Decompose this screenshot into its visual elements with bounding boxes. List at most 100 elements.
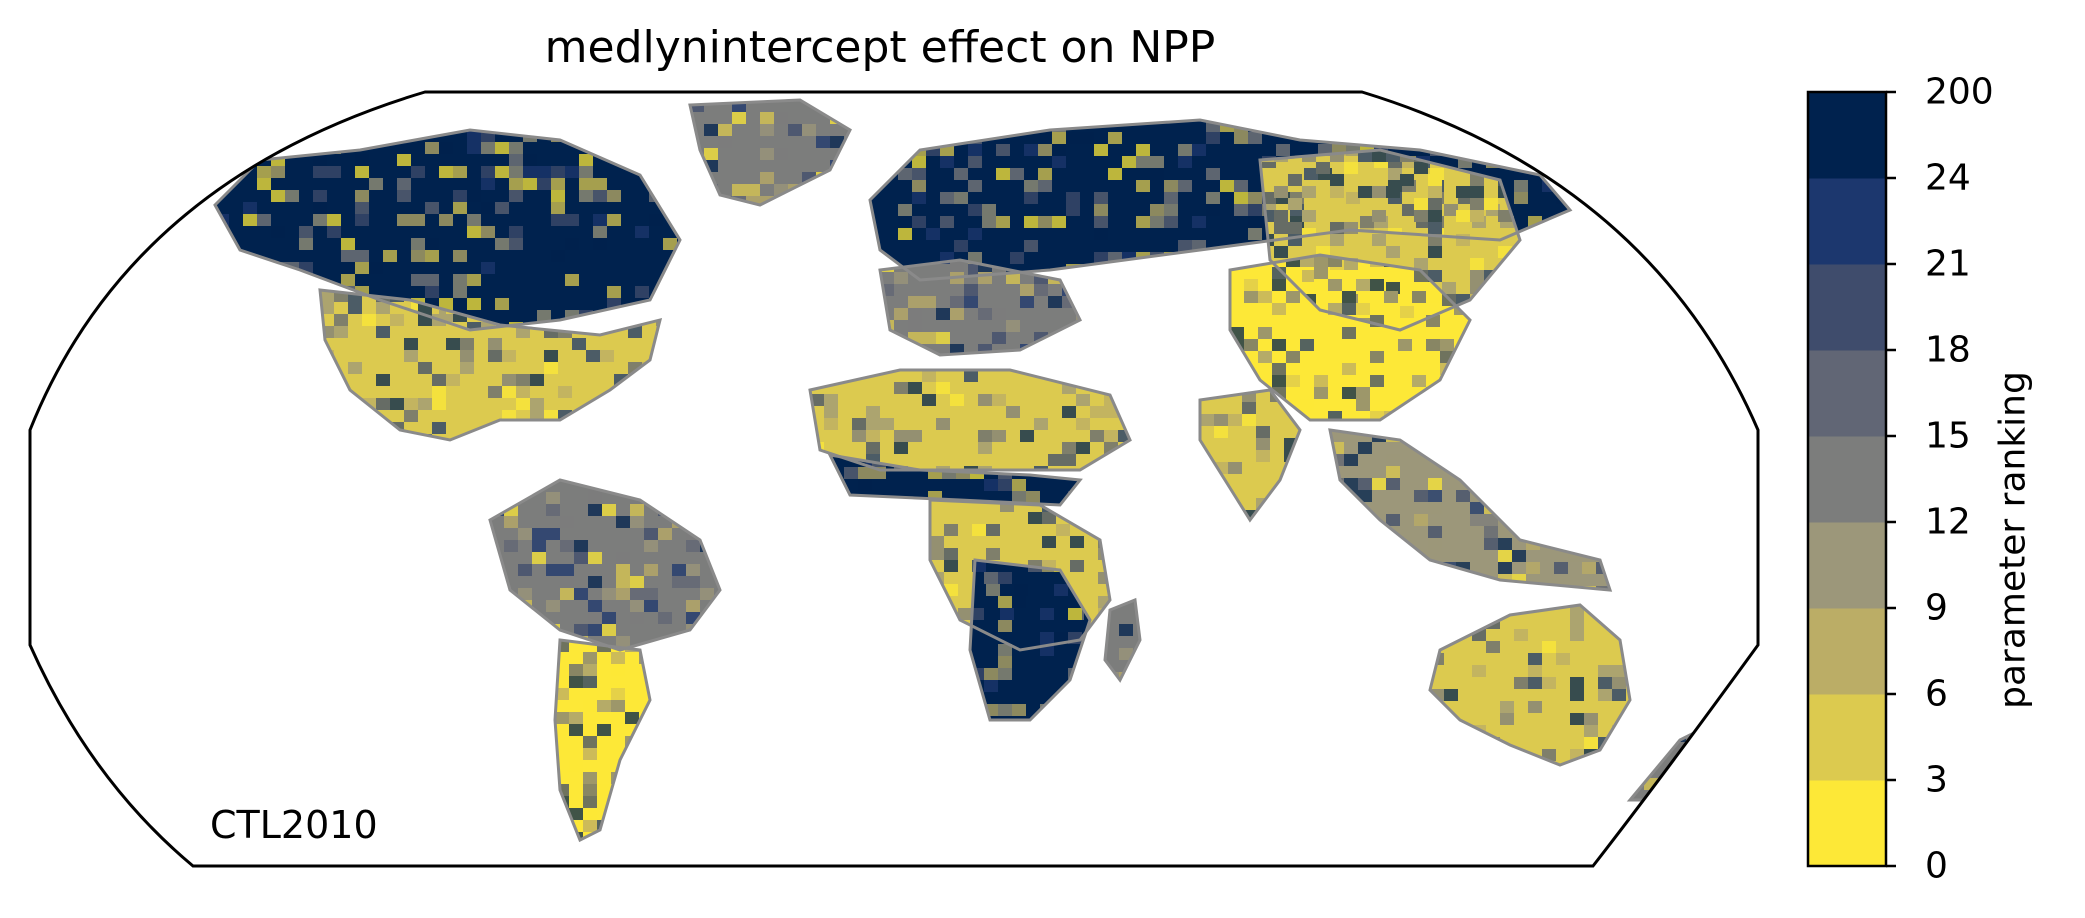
- grid-cell: [546, 600, 560, 612]
- globe-outline: [28, 90, 1760, 868]
- grid-cell: [1486, 641, 1500, 653]
- grid-cell: [1542, 276, 1556, 280]
- grid-cell: [1386, 186, 1400, 198]
- grid-cell: [1304, 168, 1318, 180]
- grid-cell: [998, 479, 1012, 491]
- grid-cell: [1484, 198, 1498, 210]
- grid-cell: [1026, 491, 1040, 503]
- grid-cell: [1288, 198, 1302, 210]
- grid-cell: [852, 418, 866, 430]
- grid-cell: [1360, 204, 1374, 216]
- grid-cell: [644, 564, 658, 576]
- grid-cell: [844, 172, 850, 184]
- grid-cell: [998, 620, 1012, 632]
- grid-cell: [1470, 442, 1484, 454]
- grid-cell: [1554, 586, 1568, 590]
- grid-cell: [1178, 156, 1192, 168]
- grid-cell: [922, 394, 936, 406]
- grid-cell: [625, 784, 639, 796]
- grid-cell: [1192, 252, 1206, 264]
- grid-cell: [1612, 677, 1626, 689]
- grid-cell: [583, 748, 597, 760]
- grid-cell: [588, 612, 602, 624]
- grid-cell: [1344, 162, 1358, 174]
- grid-cell: [1020, 442, 1034, 454]
- grid-cell: [1094, 228, 1108, 240]
- grid-cell: [950, 394, 964, 406]
- grid-cell: [986, 548, 1000, 560]
- colorbar-tick-label: 0: [1925, 845, 1948, 887]
- grid-cell: [982, 216, 996, 228]
- grid-cell: [635, 154, 649, 166]
- grid-cell: [1006, 466, 1020, 470]
- grid-cell: [1244, 279, 1258, 291]
- grid-cell: [600, 350, 614, 362]
- grid-cell: [504, 648, 518, 650]
- grid-cell: [1358, 162, 1372, 174]
- grid-cell: [1040, 632, 1054, 644]
- grid-cell: [320, 386, 334, 398]
- grid-cell: [1456, 586, 1470, 590]
- grid-cell: [1038, 144, 1052, 156]
- grid-cell: [1582, 430, 1596, 442]
- grid-cell: [944, 548, 958, 560]
- grid-cell: [1330, 174, 1344, 186]
- grid-cell: [425, 142, 439, 154]
- grid-cell: [1270, 450, 1284, 462]
- grid-cell: [1302, 270, 1316, 282]
- grid-cell: [516, 422, 530, 434]
- grid-cell: [908, 406, 922, 418]
- grid-cell: [602, 504, 616, 516]
- grid-cell: [1330, 186, 1344, 198]
- grid-cell: [411, 274, 425, 286]
- grid-cell: [1372, 478, 1386, 490]
- grid-cell: [1314, 255, 1328, 267]
- grid-cell: [271, 226, 285, 238]
- grid-cell: [588, 492, 602, 504]
- grid-cell: [1192, 216, 1206, 228]
- grid-cell: [1012, 491, 1026, 503]
- grid-cell: [663, 298, 677, 310]
- coastline-canada-alaska: [213, 128, 682, 332]
- grid-cell: [1514, 180, 1528, 192]
- grid-cell: [898, 228, 912, 240]
- grid-cell: [1426, 291, 1440, 303]
- grid-cell: [320, 362, 334, 374]
- grid-cell: [299, 226, 313, 238]
- grid-cell: [950, 260, 964, 272]
- grid-cell: [1542, 677, 1556, 689]
- grid-cell: [1386, 574, 1400, 586]
- grid-cell: [544, 362, 558, 374]
- grid-cell: [334, 326, 348, 338]
- grid-cell: [1214, 426, 1228, 438]
- grid-cell: [978, 442, 992, 454]
- grid-cell: [1540, 586, 1554, 590]
- grid-cell: [1540, 466, 1554, 478]
- grid-cell: [411, 214, 425, 226]
- coastline-greenland: [688, 98, 852, 207]
- grid-cell: [467, 214, 481, 226]
- grid-cell: [1542, 228, 1556, 240]
- grid-cell: [1258, 351, 1272, 363]
- grid-cell: [1084, 512, 1098, 524]
- coastline-southern-south-america: [553, 638, 652, 843]
- grid-cell: [313, 154, 327, 166]
- grid-cell: [1274, 174, 1288, 186]
- coastline-layer: [213, 98, 1712, 843]
- grid-cell: [639, 808, 650, 820]
- grid-cell: [1164, 204, 1178, 216]
- grid-cell: [686, 600, 700, 612]
- grid-cell: [1556, 252, 1570, 264]
- grid-cell: [495, 166, 509, 178]
- grid-cell: [1066, 192, 1080, 204]
- colorbar-frame: [1806, 90, 1888, 868]
- grid-cell: [1076, 418, 1090, 430]
- grid-cell: [1386, 454, 1400, 466]
- grid-cell: [1428, 538, 1442, 550]
- grid-cell: [1288, 174, 1302, 186]
- grid-cell: [1136, 216, 1150, 228]
- grid-cell: [243, 214, 257, 226]
- grid-cell: [320, 290, 334, 302]
- grid-cell: [1412, 375, 1426, 387]
- grid-cell: [1330, 234, 1344, 246]
